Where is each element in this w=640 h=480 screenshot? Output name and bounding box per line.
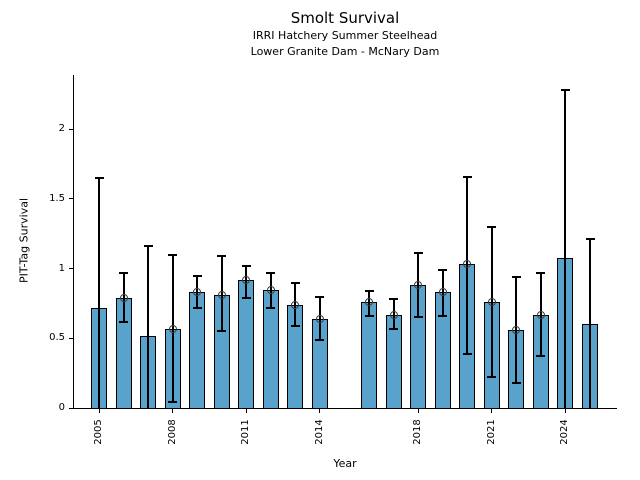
error-whisker	[564, 90, 567, 408]
chart-title: Smolt Survival	[290, 9, 400, 27]
error-whisker	[589, 239, 591, 408]
error-cap-top	[536, 271, 546, 274]
y-tick-mark	[69, 198, 73, 200]
error-cap-bottom	[536, 355, 546, 358]
error-cap-top	[315, 295, 325, 298]
y-tick-mark	[69, 337, 73, 339]
error-cap-bottom	[462, 352, 472, 355]
point-marker	[168, 324, 177, 333]
point-marker	[438, 288, 447, 297]
error-cap-bottom	[168, 401, 178, 404]
error-cap-top	[290, 281, 300, 284]
error-cap-bottom	[487, 376, 497, 379]
point-marker	[315, 314, 324, 323]
error-cap-bottom	[413, 316, 423, 319]
chart-subtitle-line1: IRRI Hatchery Summer Steelhead	[252, 29, 438, 42]
x-tick-label: 2024	[559, 419, 571, 445]
point-marker	[365, 298, 374, 307]
point-marker	[291, 300, 300, 309]
y-tick-mark	[69, 128, 73, 130]
point-marker	[389, 310, 398, 319]
y-tick-label: 2	[58, 123, 65, 135]
error-cap-bottom	[511, 381, 521, 384]
error-cap-top	[119, 271, 129, 274]
error-cap-top	[266, 271, 276, 274]
point-marker	[119, 293, 128, 302]
point-marker	[536, 310, 545, 319]
x-axis-spine	[73, 408, 617, 409]
y-axis-spine	[73, 75, 74, 409]
error-cap-top	[389, 298, 399, 301]
x-tick-mark	[172, 409, 174, 413]
x-tick-mark	[319, 409, 321, 413]
x-tick-label: 2008	[166, 419, 178, 445]
chart-subtitle-line2: Lower Granite Dam - McNary Dam	[250, 45, 440, 58]
bar	[238, 279, 255, 409]
point-marker	[193, 288, 202, 297]
point-marker	[487, 298, 496, 307]
error-cap-bottom	[290, 324, 300, 327]
error-cap-bottom	[217, 330, 227, 333]
error-cap-top	[364, 289, 374, 292]
bar	[189, 292, 206, 409]
error-cap-top	[143, 245, 153, 248]
point-marker	[242, 275, 251, 284]
x-tick-label: 2011	[240, 419, 252, 445]
error-cap-bottom	[438, 315, 448, 318]
error-cap-top	[192, 274, 202, 277]
error-cap-top	[413, 252, 423, 255]
y-tick-mark	[69, 268, 73, 270]
error-cap-top	[487, 225, 497, 228]
error-cap-top	[511, 276, 521, 278]
point-marker	[217, 291, 226, 300]
x-tick-mark	[98, 409, 100, 413]
error-cap-top	[438, 269, 448, 272]
x-tick-mark	[245, 409, 247, 413]
error-cap-top	[168, 253, 178, 256]
point-marker	[463, 260, 472, 269]
y-tick-label: 1.5	[49, 192, 65, 204]
error-cap-top	[241, 264, 251, 267]
error-whisker	[98, 178, 100, 408]
x-tick-mark	[564, 409, 566, 413]
error-cap-top	[94, 177, 104, 180]
error-cap-bottom	[192, 306, 202, 309]
error-cap-bottom	[266, 306, 276, 309]
error-cap-bottom	[315, 338, 325, 341]
x-tick-label: 2014	[313, 419, 325, 445]
error-whisker	[147, 246, 150, 408]
x-tick-label: 2005	[93, 419, 104, 445]
y-tick-label: 0.5	[49, 332, 65, 344]
error-cap-top	[560, 89, 570, 92]
point-marker	[414, 281, 423, 290]
error-cap-bottom	[241, 296, 251, 299]
point-marker	[266, 285, 275, 294]
x-tick-label: 2018	[412, 419, 424, 445]
x-tick-label: 2021	[485, 419, 497, 445]
error-cap-top	[217, 255, 227, 258]
x-tick-mark	[417, 409, 419, 413]
y-tick-label: 0	[58, 402, 65, 413]
error-cap-top	[462, 175, 472, 178]
error-cap-top	[585, 238, 595, 241]
error-cap-bottom	[119, 320, 129, 323]
point-marker	[512, 325, 521, 334]
error-cap-bottom	[389, 327, 399, 330]
error-cap-bottom	[364, 315, 374, 318]
y-tick-mark	[69, 407, 73, 409]
x-axis-label: Year	[333, 457, 357, 470]
x-tick-mark	[491, 409, 493, 413]
bar	[361, 302, 378, 409]
y-tick-label: 1	[58, 262, 65, 274]
